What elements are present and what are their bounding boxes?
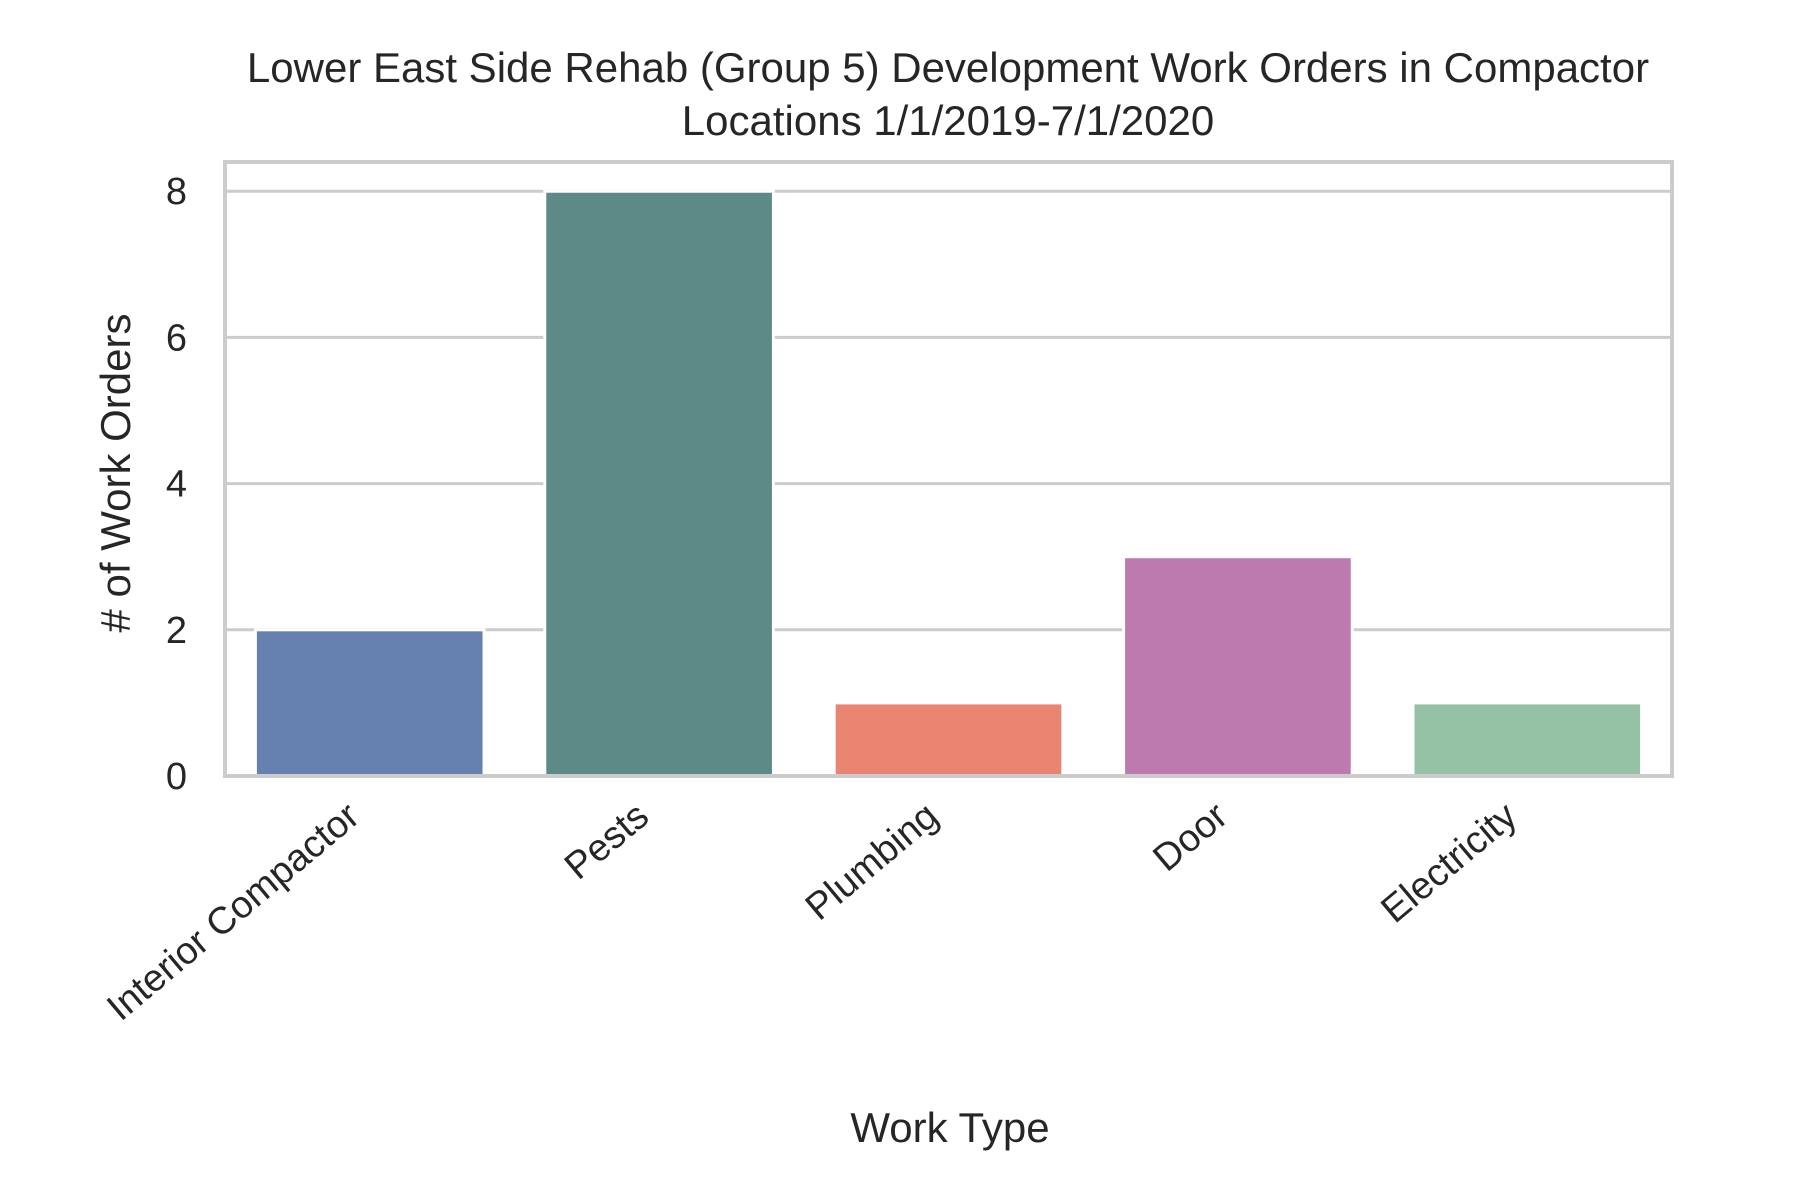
y-axis-title: # of Work Orders xyxy=(92,314,139,633)
chart-title-line-2: Locations 1/1/2019-7/1/2020 xyxy=(682,97,1214,144)
bar-electricity xyxy=(1411,701,1644,778)
y-tick-label-6: 6 xyxy=(166,317,187,359)
y-tick-label-2: 2 xyxy=(166,610,187,652)
chart-title-line-1: Lower East Side Rehab (Group 5) Developm… xyxy=(247,44,1649,91)
plot-frame xyxy=(223,160,1674,778)
y-tick-label-0: 0 xyxy=(166,756,187,798)
y-tick-label-8: 8 xyxy=(166,171,187,213)
y-tick-label-4: 4 xyxy=(166,464,187,506)
bar-pests xyxy=(543,189,775,778)
x-axis-title: Work Type xyxy=(850,1104,1049,1151)
bar-interior-compactor xyxy=(253,628,486,778)
bar-plumbing xyxy=(832,701,1065,778)
bar-door xyxy=(1122,555,1354,778)
